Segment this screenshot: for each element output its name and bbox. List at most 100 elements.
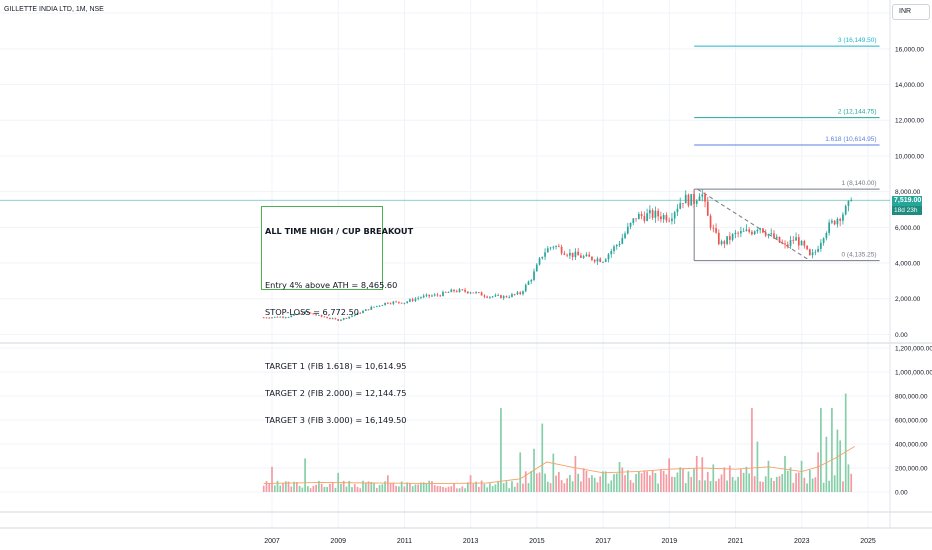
- volume-axis: 0.00 200,000.00 400,000.00 600,000.00 800,00…: [895, 346, 932, 497]
- candle-body: [455, 291, 458, 292]
- volume-bar: [679, 467, 682, 492]
- volume-bar: [359, 488, 362, 492]
- candle-body: [577, 251, 580, 256]
- candle-body: [704, 194, 706, 202]
- candle-body: [262, 317, 265, 319]
- candle-body: [842, 214, 844, 221]
- annotation-line: STOP-LOSS = 6,772.50: [265, 307, 359, 317]
- time-axis: 2007 2009 2011 2013 2015 2017 2019 2021 2023 2025: [264, 538, 876, 545]
- candle-body: [433, 294, 436, 296]
- volume-bar: [425, 483, 428, 492]
- candle-body: [392, 301, 395, 304]
- annotation-line: ALL TIME HIGH / CUP BREAKOUT: [265, 226, 414, 236]
- volume-bar: [406, 482, 409, 492]
- volume-bar: [693, 468, 695, 492]
- volume-bar: [312, 485, 315, 492]
- candle-body: [764, 232, 767, 236]
- volume-bar: [472, 483, 475, 492]
- volume-bar: [508, 488, 511, 492]
- candle-body: [403, 302, 406, 304]
- candle-body: [751, 231, 753, 235]
- volume-bar: [436, 485, 439, 492]
- candle-body: [304, 311, 306, 314]
- volume-bar: [833, 475, 836, 492]
- volume-bar: [828, 480, 830, 492]
- candle-body: [508, 296, 511, 298]
- candle-body: [599, 258, 602, 262]
- volume-bar: [784, 456, 786, 492]
- candle-body: [271, 317, 273, 319]
- volume-bar: [588, 477, 591, 492]
- volume-bar: [850, 473, 853, 492]
- volume-bar: [527, 483, 530, 492]
- volume-bar: [770, 477, 773, 492]
- candle-body: [646, 213, 648, 221]
- candle-body: [662, 215, 665, 220]
- candle-body: [806, 245, 808, 250]
- volume-bar: [660, 469, 662, 492]
- volume-bar: [635, 474, 637, 492]
- volume-bar: [740, 469, 742, 492]
- fib-level-label: 2 (12,144.75): [838, 109, 877, 116]
- trade-plan-annotation[interactable]: ALL TIME HIGH / CUP BREAKOUT Entry 4% ab…: [261, 206, 414, 425]
- candle-body: [439, 295, 442, 297]
- candle-body: [649, 210, 651, 214]
- volume-bar: [582, 468, 585, 492]
- candle-body: [557, 246, 560, 247]
- candle-body: [453, 289, 455, 292]
- volume-tick-label: 200,000.00: [895, 466, 928, 473]
- volume-bar: [301, 487, 304, 492]
- candle-body: [533, 271, 535, 281]
- candle-body: [356, 312, 359, 315]
- volume-bar: [748, 473, 751, 492]
- candle-body: [775, 236, 778, 239]
- volume-bar: [295, 482, 298, 492]
- volume-bar: [574, 456, 577, 492]
- volume-bar: [602, 471, 604, 492]
- volume-bar: [621, 467, 624, 492]
- candle-body: [839, 218, 842, 221]
- candle-body: [712, 227, 715, 229]
- volume-bar: [340, 483, 342, 492]
- candle-body: [420, 297, 422, 299]
- candle-body: [781, 242, 784, 244]
- candle-body: [450, 289, 453, 293]
- volume-bar: [494, 484, 497, 492]
- volume-bar: [420, 482, 422, 492]
- volume-bar: [535, 473, 538, 492]
- last-price-badge: 7,519.00: [892, 196, 922, 206]
- volume-bar: [378, 484, 381, 492]
- volume-bar: [455, 488, 458, 492]
- candle-body: [428, 294, 431, 297]
- volume-bar: [478, 486, 480, 492]
- candle-body: [400, 302, 403, 304]
- volume-bar: [273, 485, 276, 492]
- candle-body: [706, 201, 709, 216]
- volume-bar: [265, 481, 268, 492]
- candle-body: [320, 315, 323, 317]
- candle-body: [784, 243, 786, 245]
- candle-body: [770, 233, 773, 235]
- candle-body: [461, 289, 464, 291]
- candle-body: [778, 236, 781, 243]
- candle-body: [762, 228, 764, 233]
- volume-bar: [513, 486, 516, 492]
- candle-body: [844, 205, 847, 215]
- volume-bar: [786, 470, 789, 492]
- candle-body: [632, 218, 635, 223]
- volume-bar: [315, 484, 317, 492]
- volume-bar: [698, 480, 701, 492]
- candle-body: [312, 313, 315, 315]
- candle-body: [436, 294, 439, 296]
- candle-body: [635, 218, 637, 220]
- candle-body: [472, 292, 475, 294]
- candle-body: [742, 231, 745, 232]
- volume-bar: [334, 487, 337, 492]
- volume-bar: [844, 393, 847, 492]
- candle-body: [497, 295, 500, 296]
- candle-body: [398, 301, 400, 303]
- volume-bar: [392, 482, 395, 492]
- currency-selector[interactable]: INR: [892, 4, 930, 20]
- volume-bar: [428, 480, 431, 492]
